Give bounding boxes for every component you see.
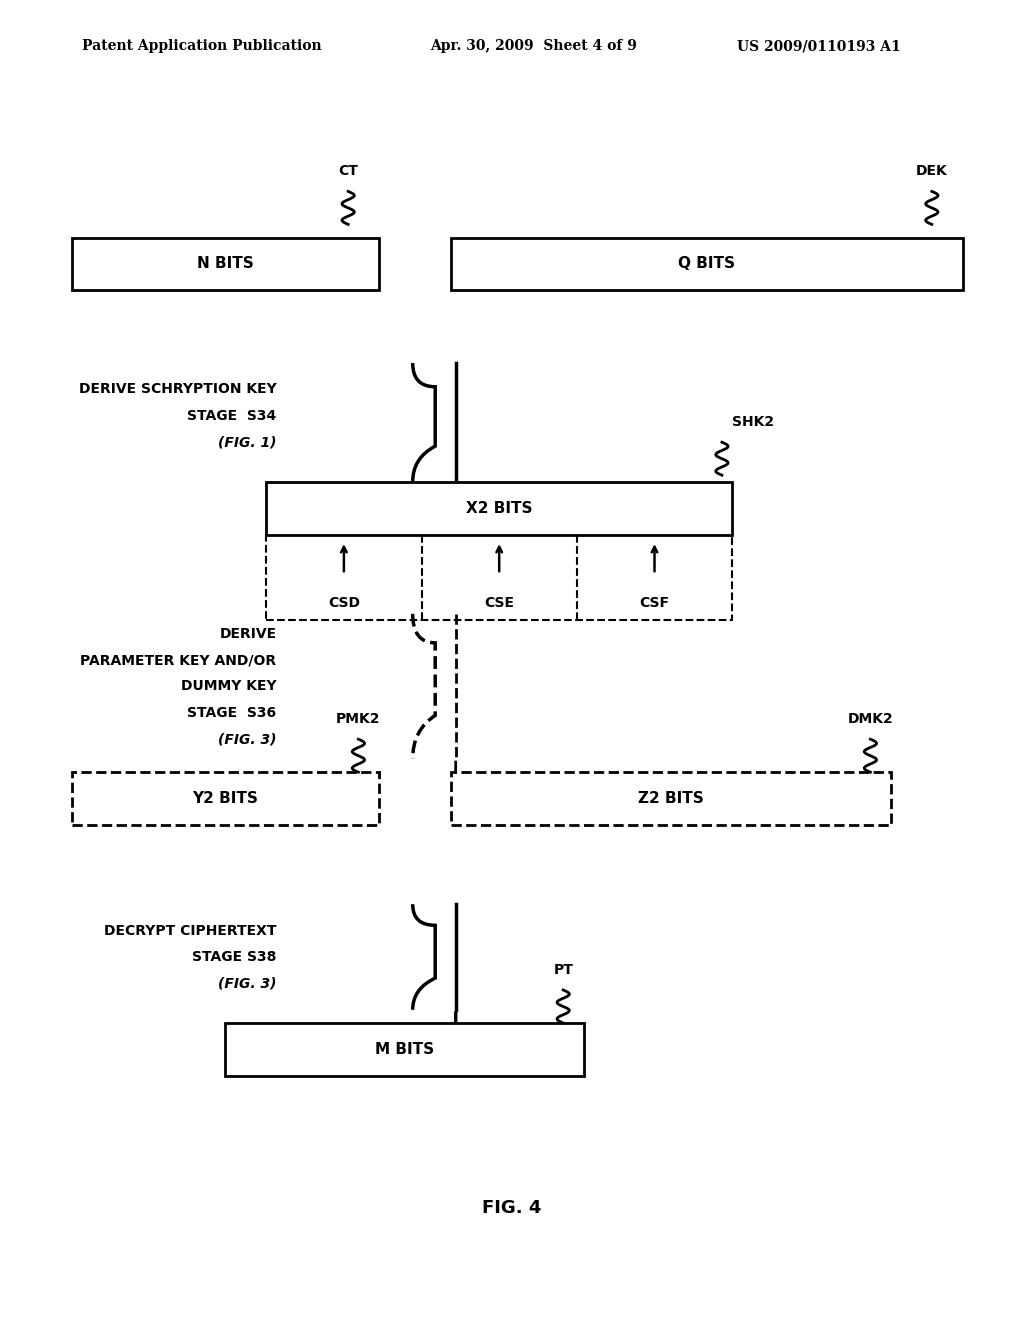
FancyBboxPatch shape	[72, 238, 379, 290]
Text: Z2 BITS: Z2 BITS	[638, 791, 703, 807]
FancyBboxPatch shape	[451, 772, 891, 825]
Text: STAGE  S34: STAGE S34	[187, 409, 276, 422]
Text: DUMMY KEY: DUMMY KEY	[181, 680, 276, 693]
Text: STAGE S38: STAGE S38	[193, 950, 276, 964]
Text: DERIVE SCHRYPTION KEY: DERIVE SCHRYPTION KEY	[79, 383, 276, 396]
FancyBboxPatch shape	[72, 772, 379, 825]
Text: DMK2: DMK2	[848, 711, 893, 726]
Text: PT: PT	[553, 962, 573, 977]
Text: CSF: CSF	[640, 597, 670, 610]
Text: Apr. 30, 2009  Sheet 4 of 9: Apr. 30, 2009 Sheet 4 of 9	[430, 40, 637, 53]
Text: PARAMETER KEY AND/OR: PARAMETER KEY AND/OR	[80, 653, 276, 667]
Text: X2 BITS: X2 BITS	[466, 500, 532, 516]
Text: DERIVE: DERIVE	[219, 627, 276, 640]
FancyBboxPatch shape	[266, 482, 732, 535]
Text: CSE: CSE	[484, 597, 514, 610]
Text: US 2009/0110193 A1: US 2009/0110193 A1	[737, 40, 901, 53]
Text: Q BITS: Q BITS	[678, 256, 735, 272]
Text: CSD: CSD	[328, 597, 359, 610]
Text: (FIG. 1): (FIG. 1)	[218, 436, 276, 449]
Text: M BITS: M BITS	[375, 1041, 434, 1057]
FancyBboxPatch shape	[451, 238, 963, 290]
Text: CT: CT	[338, 164, 358, 178]
Text: Y2 BITS: Y2 BITS	[193, 791, 258, 807]
FancyBboxPatch shape	[225, 1023, 584, 1076]
Text: N BITS: N BITS	[197, 256, 254, 272]
Text: (FIG. 3): (FIG. 3)	[218, 977, 276, 990]
Text: SHK2: SHK2	[732, 414, 774, 429]
Text: PMK2: PMK2	[336, 711, 381, 726]
Text: STAGE  S36: STAGE S36	[187, 706, 276, 719]
Text: FIG. 4: FIG. 4	[482, 1199, 542, 1217]
Text: (FIG. 3): (FIG. 3)	[218, 733, 276, 746]
FancyBboxPatch shape	[266, 535, 732, 620]
Text: DECRYPT CIPHERTEXT: DECRYPT CIPHERTEXT	[104, 924, 276, 937]
Text: DEK: DEK	[915, 164, 948, 178]
Text: Patent Application Publication: Patent Application Publication	[82, 40, 322, 53]
